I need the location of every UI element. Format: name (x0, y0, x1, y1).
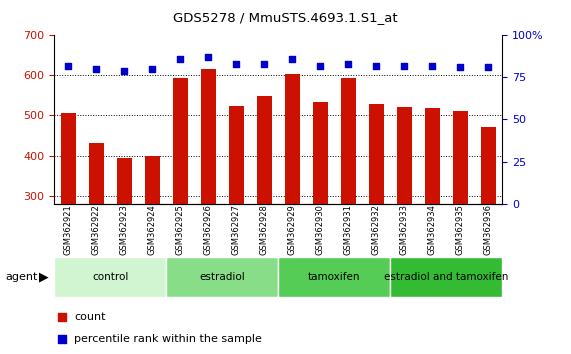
Text: agent: agent (6, 272, 38, 282)
Text: estradiol: estradiol (199, 272, 245, 282)
Bar (116, 158, 132, 204)
Bar (166, 257, 278, 297)
Bar (453, 111, 468, 204)
Point (456, 64, 465, 70)
Bar (341, 78, 356, 204)
Text: GSM362933: GSM362933 (400, 204, 409, 255)
Text: GSM362924: GSM362924 (148, 204, 157, 255)
Bar (313, 102, 328, 204)
Point (372, 63, 381, 68)
Point (64, 63, 73, 68)
Bar (144, 155, 160, 204)
Point (92, 66, 101, 72)
Point (344, 61, 353, 67)
Text: GSM362922: GSM362922 (92, 204, 100, 255)
Point (484, 64, 493, 70)
Text: GSM362926: GSM362926 (204, 204, 213, 255)
Text: estradiol and tamoxifen: estradiol and tamoxifen (384, 272, 509, 282)
Point (316, 63, 325, 68)
Bar (481, 127, 496, 204)
Point (58, 314, 67, 320)
Point (204, 55, 213, 60)
Text: GSM362925: GSM362925 (176, 204, 185, 255)
Text: GSM362930: GSM362930 (316, 204, 325, 255)
Text: ▶: ▶ (39, 270, 49, 284)
Text: GSM362936: GSM362936 (484, 204, 493, 255)
Text: tamoxifen: tamoxifen (308, 272, 361, 282)
Text: percentile rank within the sample: percentile rank within the sample (74, 334, 262, 344)
Bar (391, 257, 502, 297)
Bar (89, 143, 104, 204)
Bar (279, 257, 391, 297)
Text: GSM362921: GSM362921 (64, 204, 73, 255)
Bar (369, 104, 384, 204)
Bar (397, 108, 412, 204)
Point (260, 61, 269, 67)
Bar (172, 78, 188, 204)
Text: GSM362923: GSM362923 (120, 204, 129, 255)
Bar (256, 96, 272, 204)
Point (428, 63, 437, 68)
Text: count: count (74, 312, 106, 322)
Bar (285, 74, 300, 204)
Text: GDS5278 / MmuSTS.4693.1.S1_at: GDS5278 / MmuSTS.4693.1.S1_at (173, 11, 398, 24)
Point (58, 336, 67, 342)
Text: GSM362931: GSM362931 (344, 204, 353, 255)
Text: control: control (92, 272, 128, 282)
Text: GSM362927: GSM362927 (232, 204, 241, 255)
Point (288, 56, 297, 62)
Text: GSM362928: GSM362928 (260, 204, 269, 255)
Bar (228, 106, 244, 204)
Text: GSM362934: GSM362934 (428, 204, 437, 255)
Text: GSM362932: GSM362932 (372, 204, 381, 255)
Bar (425, 108, 440, 204)
Text: GSM362935: GSM362935 (456, 204, 465, 255)
Point (232, 61, 241, 67)
Bar (200, 69, 216, 204)
Point (400, 63, 409, 68)
Point (120, 68, 129, 74)
Bar (61, 114, 76, 204)
Bar (54, 257, 166, 297)
Text: GSM362929: GSM362929 (288, 204, 297, 255)
Point (176, 56, 185, 62)
Point (148, 66, 157, 72)
